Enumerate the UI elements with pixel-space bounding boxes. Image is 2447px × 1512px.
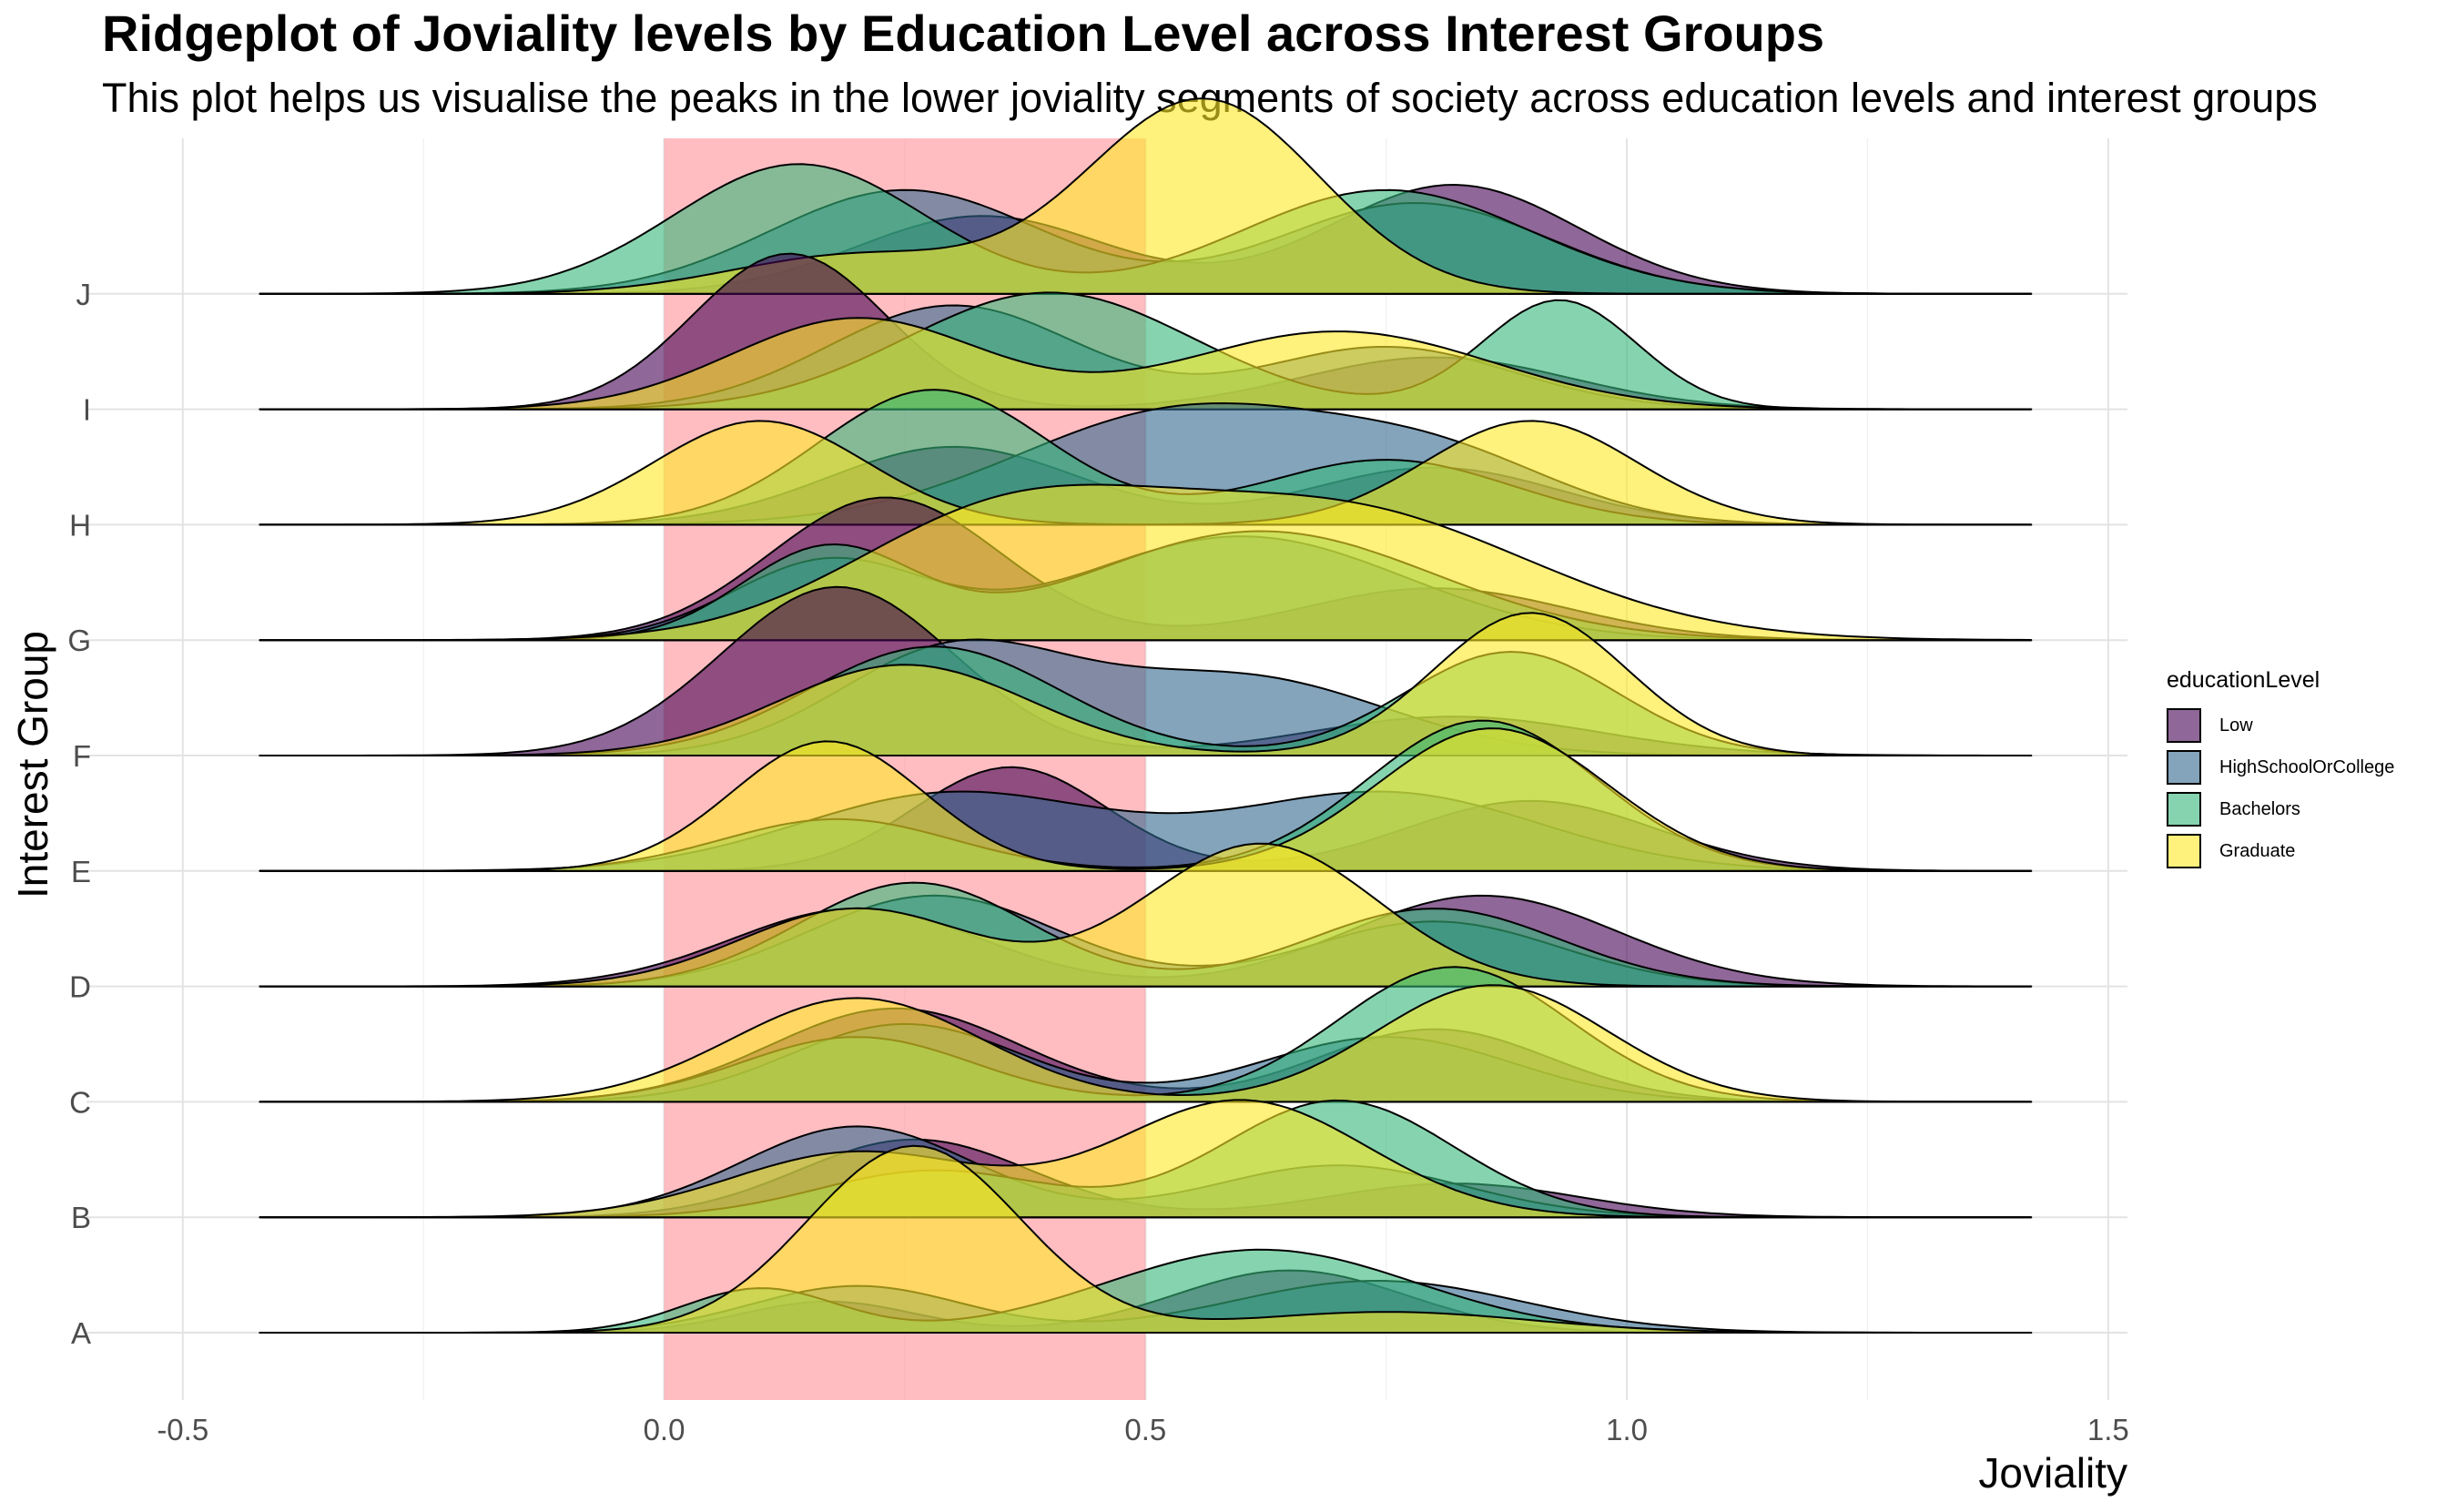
legend-label-low: Low <box>2219 715 2253 736</box>
x-tick-label-3: 1.0 <box>1606 1413 1648 1446</box>
ridge-I-graduate <box>259 317 2033 411</box>
x-tick-label-4: 1.5 <box>2087 1413 2129 1446</box>
ridge-F-graduate <box>259 612 2033 756</box>
ridge-B-graduate <box>259 1099 2033 1219</box>
legend: educationLevel Low HighSchoolOrCollege B… <box>2167 667 2394 872</box>
y-tick-label-H: H <box>69 508 91 542</box>
ridge-J-graduate <box>259 97 2033 295</box>
legend-item-bachelors: Bachelors <box>2167 788 2394 830</box>
legend-label-graduate: Graduate <box>2219 840 2296 861</box>
ridge-D-graduate <box>259 842 2033 988</box>
ridges-layer <box>259 97 2033 1334</box>
y-tick-label-A: A <box>71 1316 91 1350</box>
y-tick-label-I: I <box>83 393 91 427</box>
legend-label-bachelors: Bachelors <box>2219 798 2300 819</box>
y-tick-label-J: J <box>76 278 92 311</box>
legend-label-highschoolorcollege: HighSchoolOrCollege <box>2219 756 2395 777</box>
y-axis-ticks: A B C D E F G H I J <box>67 278 91 1350</box>
x-axis-ticks: -0.5 0.0 0.5 1.0 1.5 <box>157 1413 2128 1446</box>
y-tick-label-G: G <box>67 624 91 657</box>
ridge-G-graduate <box>259 483 2033 642</box>
y-tick-label-B: B <box>71 1201 91 1234</box>
y-tick-label-F: F <box>73 739 91 773</box>
y-tick-label-C: C <box>69 1085 91 1119</box>
legend-key-bachelors <box>2167 792 2201 827</box>
x-axis-title: Joviality <box>1978 1449 2127 1497</box>
x-tick-label-2: 0.5 <box>1124 1413 1166 1446</box>
legend-item-graduate: Graduate <box>2167 830 2394 872</box>
x-tick-label-1: 0.0 <box>644 1413 685 1446</box>
y-tick-label-D: D <box>69 970 91 1004</box>
legend-title: educationLevel <box>2167 667 2320 693</box>
y-tick-label-E: E <box>71 855 91 888</box>
x-tick-label-0: -0.5 <box>157 1413 208 1446</box>
legend-key-graduate <box>2167 834 2201 868</box>
ridge-E-graduate <box>259 727 2033 872</box>
legend-item-low: Low <box>2167 705 2394 746</box>
legend-key-highschoolorcollege <box>2167 750 2201 785</box>
ridge-A-graduate <box>259 1144 2033 1334</box>
legend-key-low <box>2167 708 2201 743</box>
chart-title: Ridgeplot of Joviality levels by Educati… <box>102 5 1825 62</box>
ridge-C-graduate <box>259 984 2033 1103</box>
y-axis-title: Interest Group <box>9 631 56 898</box>
legend-item-highschoolorcollege: HighSchoolOrCollege <box>2167 746 2394 788</box>
